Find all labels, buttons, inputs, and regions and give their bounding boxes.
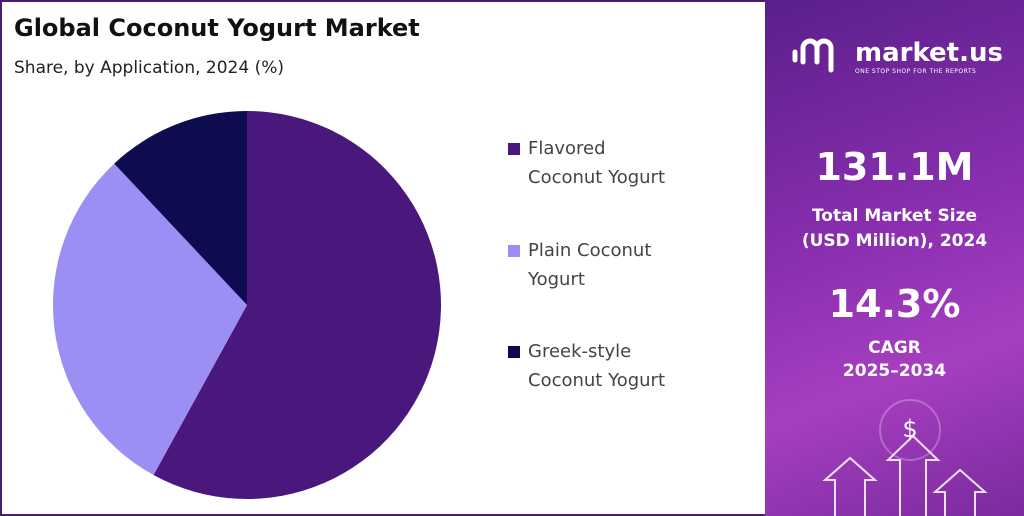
- market-size-label: Total Market Size (USD Million), 2024: [801, 206, 988, 251]
- legend-item: Greek-style Coconut Yogurt: [508, 337, 678, 395]
- brand: market.us: [855, 38, 1003, 68]
- legend-label: Flavored Coconut Yogurt: [528, 138, 665, 188]
- chart-subtitle: Share, by Application, 2024 (%): [14, 58, 284, 78]
- pie-chart: 58%: [53, 111, 476, 500]
- legend-swatch: [508, 245, 520, 257]
- cagr-period: 2025–2034: [842, 361, 947, 381]
- pie-slice: [53, 163, 247, 476]
- sidebar: $ market.us ONE STOP SHOP FOR THE REPORT…: [765, 0, 1024, 516]
- pie-slice: [153, 111, 442, 500]
- legend-label: Greek-style Coconut Yogurt: [528, 341, 665, 391]
- legend-item: Plain Coconut Yogurt: [508, 236, 678, 294]
- chart-title: Global Coconut Yogurt Market: [14, 14, 420, 42]
- cagr: 14.3%: [828, 282, 961, 326]
- decoration: $: [792, 38, 988, 516]
- legend-item: Flavored Coconut Yogurt: [508, 134, 678, 192]
- tagline: ONE STOP SHOP FOR THE REPORTS: [855, 68, 977, 75]
- cagr-label: CAGR: [868, 338, 921, 358]
- legend-swatch: [508, 346, 520, 358]
- svg-text:$: $: [902, 415, 917, 443]
- legend-swatch: [508, 143, 520, 155]
- market-size: 131.1M: [815, 145, 974, 189]
- data-label: 58%: [438, 323, 476, 342]
- legend-label: Plain Coconut Yogurt: [528, 240, 652, 290]
- pie-slice: [114, 111, 247, 305]
